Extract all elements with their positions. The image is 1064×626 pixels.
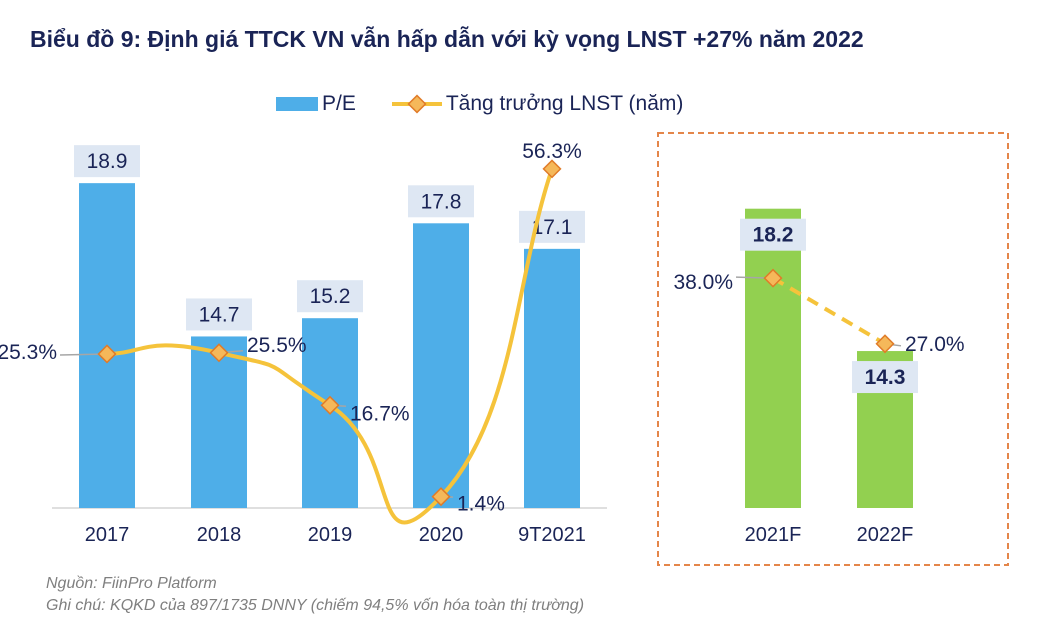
legend-label-growth: Tăng trưởng LNST (năm) (445, 92, 684, 115)
bar-label-bg (186, 298, 252, 331)
growth-line-forecast (771, 276, 887, 346)
growth-label-2022F: 27.0% (905, 333, 965, 356)
bar-label-2019: 15.2 (310, 285, 351, 308)
legend: P/E Tăng trưởng LNST (năm) (276, 92, 683, 116)
growth-label-2017: 25.3% (0, 341, 57, 364)
bar-label-bg (74, 145, 140, 178)
x-tick-label: 9T2021 (518, 524, 586, 546)
x-tick-label: 2017 (85, 524, 130, 546)
legend-label-pe: P/E (322, 92, 356, 115)
bar-label-2017: 18.9 (87, 150, 128, 173)
x-tick-label: 2018 (197, 524, 242, 546)
notes: Nguồn: FiinPro Platform Ghi chú: KQKD củ… (46, 573, 584, 617)
x-tick-label: 2021F (745, 524, 802, 546)
x-tick-label: 2022F (857, 524, 914, 546)
growth-label-2019: 16.7% (350, 402, 410, 425)
bar-label-bg (519, 210, 585, 243)
bar-label-9T2021: 17.1 (532, 216, 573, 239)
bar-label-bg (740, 218, 806, 251)
growth-marker-9T2021 (542, 159, 562, 179)
growth-marker-2018 (209, 343, 229, 363)
source-note: Nguồn: FiinPro Platform (46, 575, 217, 592)
bar-label-bg (408, 185, 474, 218)
growth-marker-2019 (320, 395, 340, 415)
bar-2018 (191, 336, 247, 508)
growth-marker-2020 (431, 487, 451, 507)
bar-9T2021 (524, 248, 580, 508)
bar-label-2022F: 14.3 (865, 366, 906, 389)
x-tick-label: 2019 (308, 524, 353, 546)
footnote: Ghi chú: KQKD của 897/1735 DNNY (chiếm 9… (46, 597, 585, 614)
bar-2021F (745, 208, 801, 508)
bar-label-2020: 17.8 (421, 190, 462, 213)
chart-title: Biểu đồ 9: Định giá TTCK VN vẫn hấp dẫn … (30, 26, 864, 52)
legend-swatch-growth (391, 94, 442, 114)
growth-marker-2021F (763, 268, 783, 288)
bar-label-2021F: 18.2 (753, 224, 794, 247)
growth-label-9T2021: 56.3% (522, 140, 582, 163)
x-tick-label: 2020 (419, 524, 464, 546)
legend-swatch-pe (276, 97, 318, 111)
bar-label-bg (297, 280, 363, 313)
growth-marker-2022F (875, 334, 895, 354)
growth-label-2021F: 38.0% (673, 271, 733, 294)
growth-line (106, 168, 554, 525)
bar-2020 (413, 223, 469, 509)
bar-label-bg (852, 361, 918, 394)
growth-label-2020: 1.4% (457, 493, 505, 516)
forecast-box (657, 132, 1009, 566)
growth-marker-2017 (97, 344, 117, 364)
growth-label-2018: 25.5% (247, 334, 307, 357)
bar-label-2018: 14.7 (199, 303, 240, 326)
